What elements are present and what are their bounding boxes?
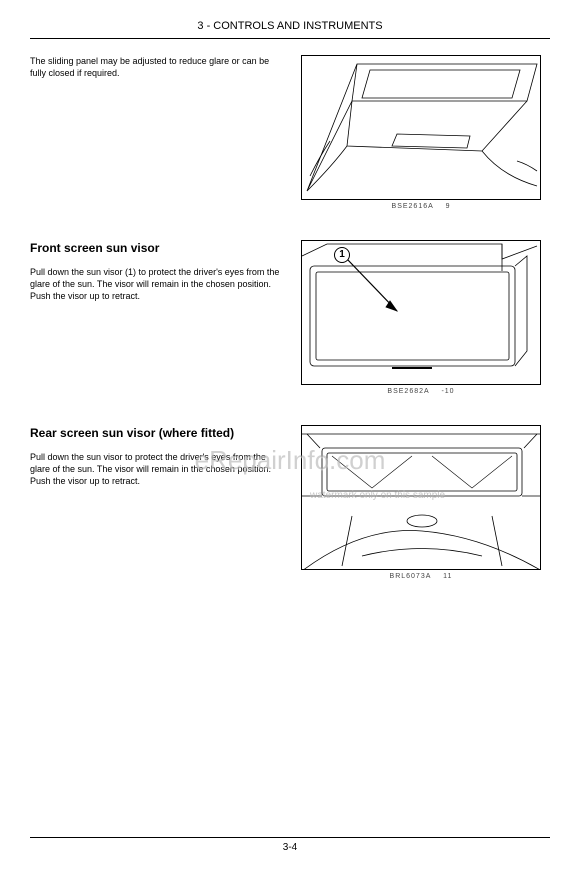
caption-num: 11 bbox=[443, 573, 452, 580]
figure-front-visor: 1 bbox=[301, 240, 541, 385]
body-text: Pull down the sun visor to protect the d… bbox=[30, 451, 280, 487]
page-header: 3 - CONTROLS AND INSTRUMENTS bbox=[30, 20, 550, 39]
page-footer: 3-4 bbox=[30, 837, 550, 853]
text-block: Rear screen sun visor (where fitted) Pul… bbox=[30, 425, 280, 580]
caption-code: BRL6073A bbox=[390, 573, 432, 580]
figure-caption: BSE2616A 9 bbox=[392, 203, 451, 210]
section-front-visor: Front screen sun visor Pull down the sun… bbox=[30, 240, 550, 395]
figure-caption: BRL6073A 11 bbox=[390, 573, 453, 580]
figure-sliding-panel bbox=[301, 55, 541, 200]
body-text: Pull down the sun visor (1) to protect t… bbox=[30, 266, 280, 302]
caption-num: -10 bbox=[441, 388, 454, 395]
text-block: The sliding panel may be adjusted to red… bbox=[30, 55, 280, 210]
caption-num: 9 bbox=[446, 203, 451, 210]
caption-code: BSE2616A bbox=[392, 203, 434, 210]
caption-code: BSE2682A bbox=[387, 388, 429, 395]
figure-rear-visor bbox=[301, 425, 541, 570]
page-number: 3-4 bbox=[283, 842, 297, 853]
figure-column: BSE2616A 9 bbox=[292, 55, 550, 210]
section-sliding-panel: The sliding panel may be adjusted to red… bbox=[30, 55, 550, 210]
text-block: Front screen sun visor Pull down the sun… bbox=[30, 240, 280, 395]
section-rear-visor: Rear screen sun visor (where fitted) Pul… bbox=[30, 425, 550, 580]
figure-column: BRL6073A 11 bbox=[292, 425, 550, 580]
figure-caption: BSE2682A -10 bbox=[387, 388, 454, 395]
figure-column: 1 BSE2682A -10 bbox=[292, 240, 550, 395]
body-text: The sliding panel may be adjusted to red… bbox=[30, 55, 280, 79]
section-heading: Rear screen sun visor (where fitted) bbox=[30, 425, 280, 441]
callout-1: 1 bbox=[334, 247, 350, 263]
section-heading: Front screen sun visor bbox=[30, 240, 280, 256]
